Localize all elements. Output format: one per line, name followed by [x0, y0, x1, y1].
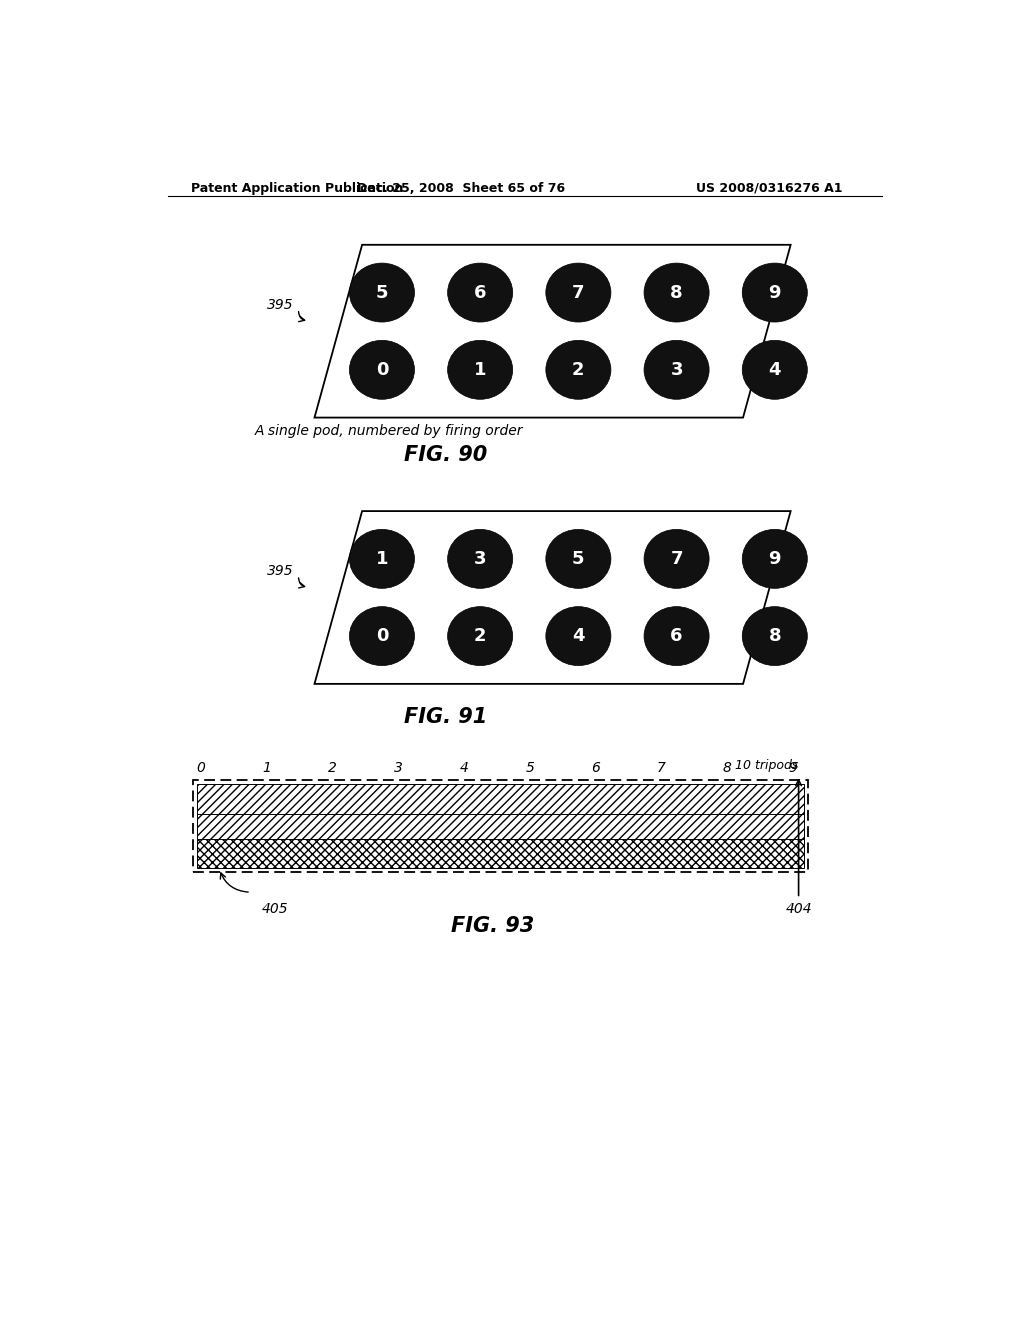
Ellipse shape: [349, 529, 415, 589]
Text: 0: 0: [376, 360, 388, 379]
Ellipse shape: [742, 341, 807, 399]
Text: 6: 6: [671, 627, 683, 645]
Ellipse shape: [546, 529, 611, 589]
Text: 3: 3: [474, 550, 486, 568]
Text: 5: 5: [376, 284, 388, 301]
Text: A single pod, numbered by firing order: A single pod, numbered by firing order: [255, 424, 523, 438]
Text: 2: 2: [328, 762, 337, 775]
Text: 7: 7: [657, 762, 666, 775]
Text: 3: 3: [394, 762, 402, 775]
Text: 1: 1: [474, 360, 486, 379]
Ellipse shape: [447, 263, 513, 322]
Text: 8: 8: [768, 627, 781, 645]
Ellipse shape: [644, 341, 709, 399]
Ellipse shape: [447, 529, 513, 589]
Text: 4: 4: [572, 627, 585, 645]
Text: Patent Application Publication: Patent Application Publication: [191, 182, 403, 195]
Text: 7: 7: [671, 550, 683, 568]
Ellipse shape: [644, 607, 709, 665]
Text: FIG. 93: FIG. 93: [452, 916, 535, 936]
Text: 405: 405: [261, 903, 288, 916]
Ellipse shape: [349, 263, 415, 322]
Ellipse shape: [742, 607, 807, 665]
Ellipse shape: [546, 607, 611, 665]
Bar: [197, 814, 804, 842]
Text: 6: 6: [591, 762, 600, 775]
Text: 4: 4: [460, 762, 469, 775]
Text: 8: 8: [723, 762, 732, 775]
Ellipse shape: [742, 529, 807, 589]
Ellipse shape: [349, 607, 415, 665]
Text: FIG. 91: FIG. 91: [403, 708, 487, 727]
Text: 395: 395: [267, 298, 294, 312]
Text: 8: 8: [671, 284, 683, 301]
Ellipse shape: [447, 341, 513, 399]
Text: 5: 5: [572, 550, 585, 568]
Bar: [194, 780, 808, 873]
Text: 1: 1: [262, 762, 271, 775]
Text: 7: 7: [572, 284, 585, 301]
Text: 5: 5: [525, 762, 535, 775]
Ellipse shape: [349, 341, 415, 399]
Text: FIG. 90: FIG. 90: [403, 445, 487, 465]
Text: 6: 6: [474, 284, 486, 301]
Text: Dec. 25, 2008  Sheet 65 of 76: Dec. 25, 2008 Sheet 65 of 76: [357, 182, 565, 195]
Text: 0: 0: [197, 762, 206, 775]
Text: 2: 2: [474, 627, 486, 645]
Text: 4: 4: [769, 360, 781, 379]
Text: 2: 2: [572, 360, 585, 379]
Text: 395: 395: [267, 564, 294, 578]
Bar: [197, 840, 804, 869]
Bar: [197, 784, 804, 817]
Ellipse shape: [644, 263, 709, 322]
Text: 1: 1: [376, 550, 388, 568]
Text: 0: 0: [376, 627, 388, 645]
Ellipse shape: [546, 341, 611, 399]
Text: 10 tripods: 10 tripods: [735, 759, 799, 772]
Ellipse shape: [546, 263, 611, 322]
Text: 9: 9: [788, 762, 798, 775]
Text: 3: 3: [671, 360, 683, 379]
Text: 9: 9: [769, 284, 781, 301]
Ellipse shape: [447, 607, 513, 665]
Ellipse shape: [742, 263, 807, 322]
Text: US 2008/0316276 A1: US 2008/0316276 A1: [695, 182, 842, 195]
Text: 404: 404: [785, 903, 812, 916]
Ellipse shape: [644, 529, 709, 589]
Text: 9: 9: [769, 550, 781, 568]
